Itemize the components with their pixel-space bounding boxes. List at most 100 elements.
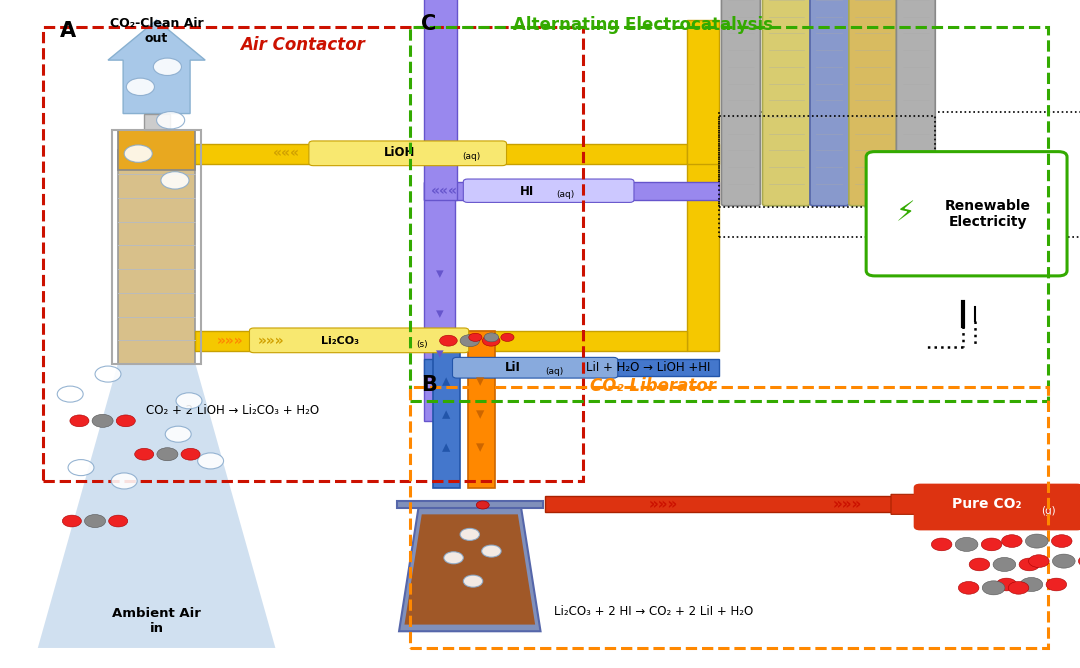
Circle shape — [931, 538, 951, 551]
Polygon shape — [38, 364, 275, 648]
Bar — [410, 387, 1048, 648]
Text: ▾: ▾ — [476, 405, 485, 423]
Circle shape — [92, 414, 113, 428]
Bar — [43, 27, 583, 481]
FancyBboxPatch shape — [914, 484, 1080, 530]
Circle shape — [469, 333, 482, 341]
Text: LiI + H₂O → LiOH +HI: LiI + H₂O → LiOH +HI — [585, 361, 711, 374]
Text: A: A — [59, 21, 76, 41]
Circle shape — [153, 58, 181, 75]
Text: ▴: ▴ — [442, 439, 450, 456]
FancyBboxPatch shape — [762, 0, 810, 206]
FancyArrow shape — [108, 20, 205, 114]
Circle shape — [165, 426, 191, 442]
Bar — [468, 331, 495, 488]
Circle shape — [996, 578, 1016, 591]
Circle shape — [84, 514, 106, 528]
Circle shape — [161, 172, 189, 189]
Bar — [195, 144, 687, 164]
Circle shape — [68, 460, 94, 476]
Text: (aq): (aq) — [545, 367, 564, 376]
Text: (g): (g) — [1041, 506, 1056, 516]
Circle shape — [983, 581, 1005, 595]
Circle shape — [63, 515, 81, 527]
Circle shape — [1052, 554, 1075, 568]
Circle shape — [176, 393, 202, 409]
Bar — [687, 20, 719, 164]
Text: ▾: ▾ — [435, 307, 444, 321]
Circle shape — [1079, 554, 1080, 568]
Circle shape — [440, 335, 457, 346]
Circle shape — [1028, 554, 1049, 568]
Circle shape — [482, 545, 501, 557]
Text: ▾: ▾ — [435, 267, 444, 281]
Circle shape — [460, 335, 480, 347]
Bar — [397, 501, 542, 508]
Circle shape — [117, 415, 135, 427]
FancyBboxPatch shape — [896, 0, 935, 206]
Text: ⚡: ⚡ — [895, 200, 915, 228]
Text: HI: HI — [519, 184, 535, 198]
Circle shape — [501, 333, 514, 341]
Bar — [433, 331, 460, 488]
Text: «««: ««« — [430, 184, 458, 198]
Text: Li₂CO₃ + 2 HI → CO₂ + 2 LiI + H₂O: Li₂CO₃ + 2 HI → CO₂ + 2 LiI + H₂O — [554, 605, 753, 618]
Circle shape — [483, 335, 500, 346]
FancyBboxPatch shape — [309, 141, 507, 166]
Text: ▴: ▴ — [442, 405, 450, 423]
Text: »»: »» — [675, 361, 692, 374]
Text: Pure CO₂: Pure CO₂ — [953, 498, 1022, 511]
Circle shape — [1001, 534, 1022, 548]
Circle shape — [135, 448, 153, 460]
FancyBboxPatch shape — [463, 179, 634, 202]
Circle shape — [70, 415, 89, 427]
Text: »»: »» — [632, 361, 649, 374]
Text: «««: ««« — [272, 146, 299, 160]
FancyBboxPatch shape — [849, 0, 896, 206]
Circle shape — [126, 78, 154, 96]
Circle shape — [1047, 578, 1067, 591]
Circle shape — [198, 453, 224, 469]
Text: »»»: »»» — [833, 497, 862, 512]
Circle shape — [1052, 534, 1072, 548]
Circle shape — [484, 333, 499, 342]
Circle shape — [994, 557, 1016, 572]
Bar — [424, 182, 455, 421]
Circle shape — [1009, 581, 1029, 595]
Text: CO₂ + 2 LiOH → Li₂CO₃ + H₂O: CO₂ + 2 LiOH → Li₂CO₃ + H₂O — [146, 404, 319, 418]
Bar — [719, 112, 1080, 237]
Circle shape — [956, 537, 978, 552]
Text: (s): (s) — [416, 339, 428, 349]
Bar — [195, 331, 687, 351]
FancyBboxPatch shape — [721, 0, 760, 206]
Text: LiI: LiI — [505, 361, 521, 374]
Circle shape — [969, 558, 989, 571]
FancyBboxPatch shape — [810, 0, 849, 206]
Text: CO₂ Liberator: CO₂ Liberator — [591, 377, 716, 395]
Circle shape — [57, 386, 83, 402]
Bar — [144, 114, 170, 130]
Text: Ambient Air
in: Ambient Air in — [112, 607, 201, 635]
Text: ▾: ▾ — [435, 347, 444, 361]
Text: (aq): (aq) — [462, 152, 481, 161]
Text: LiOH: LiOH — [383, 146, 416, 160]
FancyBboxPatch shape — [453, 357, 618, 378]
FancyBboxPatch shape — [249, 328, 469, 353]
Circle shape — [958, 581, 978, 595]
Text: Renewable
Electricity: Renewable Electricity — [945, 198, 1031, 229]
Circle shape — [109, 515, 127, 527]
Bar — [424, 182, 719, 200]
Text: »»»: »»» — [258, 334, 284, 347]
Bar — [410, 27, 1048, 401]
Polygon shape — [404, 514, 536, 625]
Text: Li₂CO₃: Li₂CO₃ — [321, 336, 360, 345]
Circle shape — [124, 145, 152, 162]
Bar — [719, 116, 935, 207]
Bar — [424, 359, 719, 376]
Circle shape — [1026, 534, 1048, 548]
Bar — [424, 0, 457, 200]
Circle shape — [181, 448, 200, 460]
Circle shape — [1020, 558, 1040, 571]
Bar — [118, 150, 195, 364]
Bar — [118, 130, 195, 170]
